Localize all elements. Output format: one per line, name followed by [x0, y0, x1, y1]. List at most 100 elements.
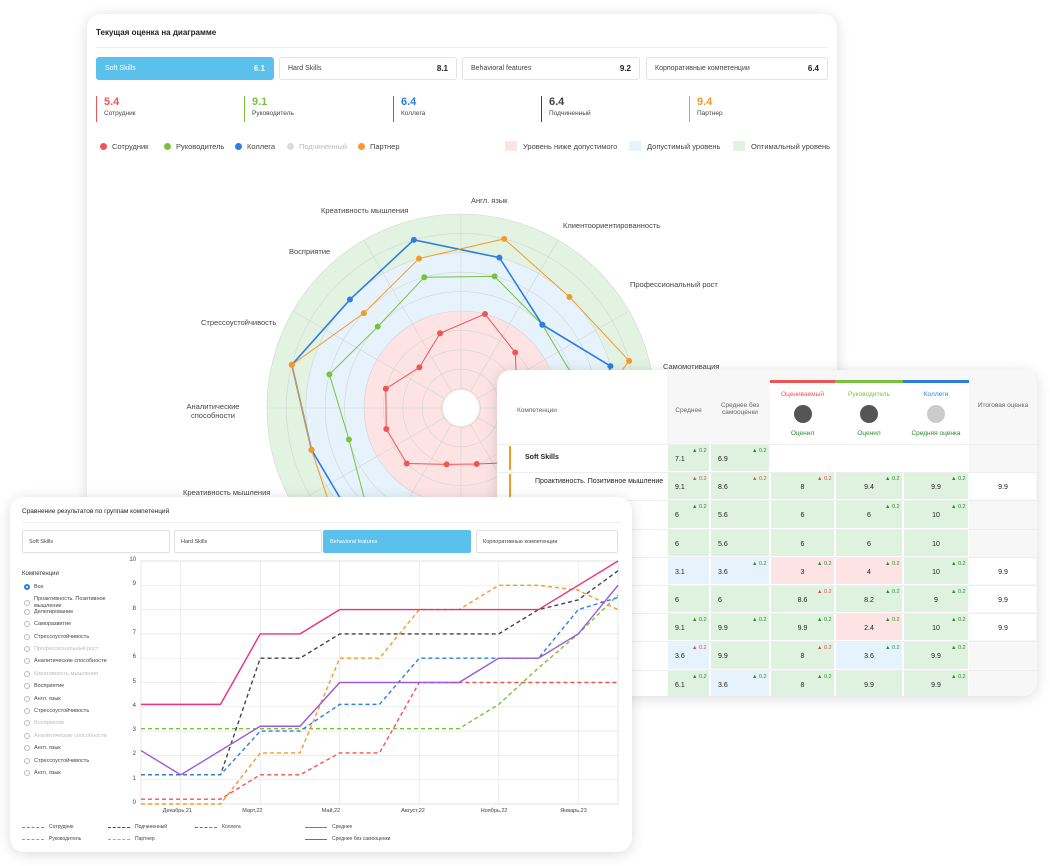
competency-option[interactable]: Саморазвитие	[24, 621, 71, 628]
radio-icon[interactable]	[24, 658, 30, 665]
cell-value: 9.9	[998, 568, 1008, 576]
legend-swatch	[108, 838, 130, 840]
competency-option[interactable]: Стрессоустойчивость	[24, 708, 89, 714]
cell-delta: ▲ 0.2	[692, 645, 707, 652]
tab-hard-skills[interactable]: Hard Skills 8.1	[279, 57, 457, 80]
competency-option[interactable]: Восприятие	[24, 683, 64, 690]
cell-bg	[970, 473, 1036, 500]
radar-point	[437, 330, 444, 337]
line-legend-item[interactable]: Коллега	[195, 824, 241, 830]
cell-value: 3.6	[864, 653, 874, 661]
cell-bg	[668, 557, 709, 584]
row-divider	[497, 669, 1037, 671]
cell-bg	[711, 529, 769, 556]
line-legend-item[interactable]: Среднее без самооценки	[305, 836, 390, 842]
cell-value: 9.9	[797, 625, 808, 633]
col-title: Коллеги	[923, 391, 949, 398]
row-divider	[497, 500, 1037, 502]
row-accent	[509, 474, 511, 499]
legend-manager[interactable]: Руководитель	[164, 142, 224, 151]
header-avg: Среднее	[675, 407, 702, 414]
cell-bg	[668, 445, 709, 472]
cell-delta: ▲ 0.2	[817, 589, 832, 595]
line-series-Среднее	[140, 584, 619, 776]
radio-icon[interactable]	[24, 770, 30, 776]
competency-label: Делегирование	[34, 608, 74, 615]
competency-option[interactable]: Англ. язык	[24, 770, 61, 776]
cell-value: 9.9	[864, 681, 874, 689]
radio-icon[interactable]	[24, 600, 30, 607]
y-tick: 1	[132, 775, 136, 782]
tab-soft-skills[interactable]: Soft Skills 6.1	[96, 57, 274, 80]
line-legend-item[interactable]: Руководитель	[22, 836, 81, 842]
line-legend-item[interactable]: Сотрудник	[22, 824, 73, 830]
y-tick: 6	[132, 654, 136, 661]
competency-option[interactable]: Профессиональный рост	[24, 646, 98, 652]
cell-value: 5.6	[718, 512, 728, 520]
line-series-Подчиненный	[141, 570, 619, 776]
radar-point	[481, 311, 488, 318]
radio-icon[interactable]	[24, 584, 30, 590]
tab-behavioral[interactable]: Behavioral features 9.2	[462, 57, 640, 80]
competency-option[interactable]: Стрессоустойчивость	[24, 757, 89, 764]
cell-value: 9.9	[718, 653, 728, 661]
cell-delta: ▲ 0.2	[752, 617, 767, 624]
legend-partner[interactable]: Партнер	[358, 142, 400, 151]
tab-hard-skills[interactable]: Hard Skills	[174, 530, 322, 553]
radio-icon[interactable]	[24, 720, 30, 727]
legend-subordinate[interactable]: Подчиненный	[287, 142, 347, 151]
line-series-Коллега	[141, 596, 619, 776]
radar-point	[443, 461, 450, 468]
competency-option[interactable]: Делегирование	[24, 608, 74, 615]
radio-icon[interactable]	[24, 695, 30, 702]
competency-option[interactable]: Англ. язык	[24, 695, 61, 702]
line-legend-item[interactable]: Подчиненный	[108, 824, 167, 830]
cell-delta: ▲ 0.2	[885, 589, 900, 595]
tab-behavioral[interactable]: Behavioral features	[323, 530, 471, 553]
competency-option[interactable]: Стрессоустойчивость	[24, 633, 89, 640]
line-legend-item[interactable]: Партнер	[108, 836, 155, 842]
competency-option[interactable]: Проактивность. Позитивное мышление	[24, 596, 114, 610]
competency-option[interactable]: Все	[24, 584, 43, 590]
radio-icon[interactable]	[24, 621, 30, 628]
cell-value: 3.6	[718, 681, 728, 689]
radio-icon[interactable]	[24, 732, 30, 739]
tab-soft-skills[interactable]: Soft Skills	[22, 530, 170, 553]
radar-point	[626, 357, 633, 364]
radio-icon[interactable]	[24, 757, 30, 764]
cell-delta: ▲ 0.2	[951, 673, 966, 680]
competency-option[interactable]: Англ. язык	[24, 745, 61, 752]
radio-icon[interactable]	[24, 633, 30, 640]
radar-point	[403, 460, 410, 467]
cell-value: 8.2	[864, 597, 874, 604]
competency-option[interactable]: Восприятие	[24, 720, 65, 727]
y-tick: 2	[132, 751, 136, 758]
divider	[22, 522, 620, 523]
cell-value: 6.9	[718, 456, 728, 463]
radio-icon[interactable]	[24, 608, 30, 615]
radio-icon[interactable]	[24, 670, 30, 677]
tab-corporate[interactable]: Корпоративные компетенции 6.4	[646, 57, 828, 80]
cell-bg	[970, 586, 1036, 613]
cell-bg	[904, 586, 968, 613]
radio-icon[interactable]	[24, 683, 30, 690]
competency-option[interactable]: Креативность мышления	[24, 670, 98, 677]
radar-point	[346, 296, 353, 303]
legend-colleague[interactable]: Коллега	[235, 142, 275, 151]
radar-point	[512, 349, 519, 356]
cell-bg	[904, 501, 968, 528]
axis-label: Профессиональный рост	[630, 280, 718, 289]
tab-corporate[interactable]: Корпоративные компетенции	[476, 530, 618, 553]
competency-option[interactable]: Аналитические способности	[24, 732, 107, 739]
competency-option[interactable]: Аналитические способности	[24, 658, 107, 665]
radio-icon[interactable]	[24, 745, 30, 752]
cell-delta: ▲ 0.2	[692, 504, 707, 511]
radio-icon[interactable]	[24, 646, 30, 652]
line-legend-item[interactable]: Среднее	[305, 824, 352, 830]
cell-value: 9.1	[675, 484, 685, 492]
competency-label: Аналитические способности	[34, 732, 107, 739]
radio-icon[interactable]	[24, 708, 30, 714]
legend-employee[interactable]: Сотрудник	[100, 142, 148, 151]
score-employee: 5.4 Сотрудник	[96, 96, 136, 122]
competency-label: Восприятие	[34, 720, 65, 727]
